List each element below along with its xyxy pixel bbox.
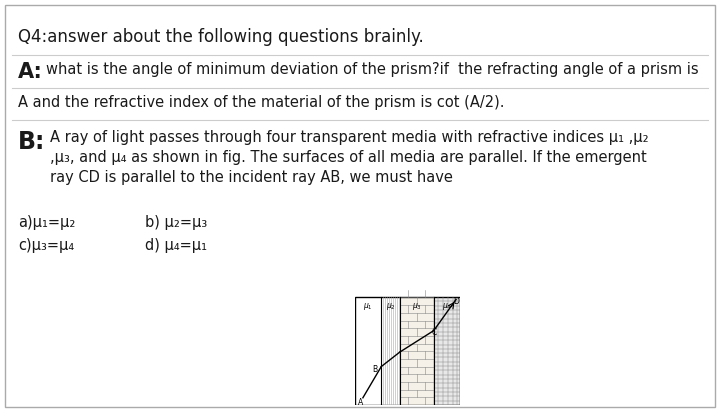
Bar xyxy=(400,297,433,405)
Text: A:: A: xyxy=(18,62,43,82)
Text: B: B xyxy=(372,365,377,375)
Bar xyxy=(382,297,400,405)
Text: a)μ₁=μ₂: a)μ₁=μ₂ xyxy=(18,215,76,230)
Bar xyxy=(433,297,460,405)
Text: A and the refractive index of the material of the prism is cot (A/2).: A and the refractive index of the materi… xyxy=(18,95,505,110)
Text: A ray of light passes through four transparent media with refractive indices μ₁ : A ray of light passes through four trans… xyxy=(50,130,649,145)
Text: d) μ₄=μ₁: d) μ₄=μ₁ xyxy=(145,238,207,253)
Text: B:: B: xyxy=(18,130,45,154)
Text: Q4:answer about the following questions brainly.: Q4:answer about the following questions … xyxy=(18,28,424,46)
Text: $\mu_2$: $\mu_2$ xyxy=(385,301,395,311)
Text: b) μ₂=μ₃: b) μ₂=μ₃ xyxy=(145,215,207,230)
Text: A: A xyxy=(358,398,364,407)
Text: ,μ₃, and μ₄ as shown in fig. The surfaces of all media are parallel. If the emer: ,μ₃, and μ₄ as shown in fig. The surface… xyxy=(50,150,647,165)
Text: $\mu_4$: $\mu_4$ xyxy=(442,301,452,311)
Text: $\mu_1$: $\mu_1$ xyxy=(363,301,373,311)
Text: c)μ₃=μ₄: c)μ₃=μ₄ xyxy=(18,238,74,253)
Bar xyxy=(355,297,382,405)
Text: $\mu_3$: $\mu_3$ xyxy=(412,301,422,311)
Text: what is the angle of minimum deviation of the prism?if  the refracting angle of : what is the angle of minimum deviation o… xyxy=(46,62,698,77)
Text: C: C xyxy=(431,328,436,337)
Text: ray CD is parallel to the incident ray AB, we must have: ray CD is parallel to the incident ray A… xyxy=(50,170,453,185)
Text: D: D xyxy=(453,297,459,306)
